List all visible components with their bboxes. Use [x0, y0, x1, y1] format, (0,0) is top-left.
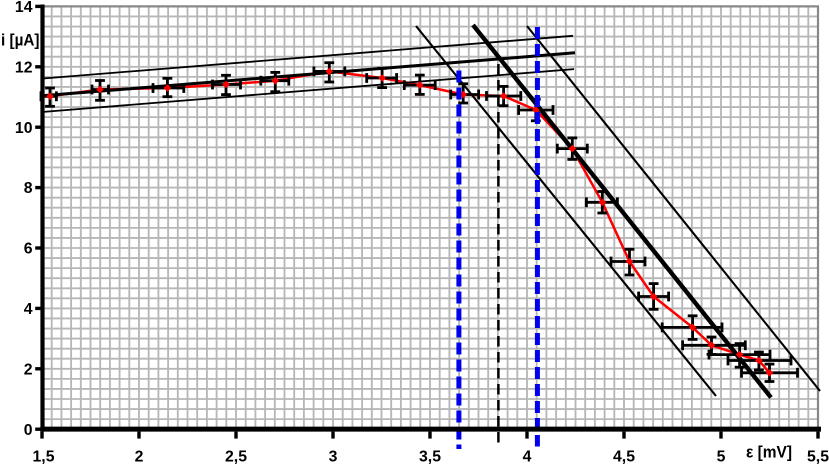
- svg-text:i [µA]: i [µA]: [1, 30, 40, 49]
- svg-text:4,5: 4,5: [613, 449, 635, 466]
- svg-text:5,5: 5,5: [807, 449, 829, 466]
- svg-text:14: 14: [15, 0, 33, 16]
- svg-text:6: 6: [24, 241, 33, 258]
- svg-text:3: 3: [329, 449, 338, 466]
- svg-text:8: 8: [24, 180, 33, 197]
- svg-text:2: 2: [135, 449, 144, 466]
- svg-text:0: 0: [24, 422, 33, 439]
- svg-text:4: 4: [523, 449, 532, 466]
- svg-text:3,5: 3,5: [419, 449, 441, 466]
- svg-text:4: 4: [24, 301, 33, 318]
- svg-text:1,5: 1,5: [33, 449, 55, 466]
- svg-text:10: 10: [15, 120, 33, 137]
- svg-text:2,5: 2,5: [225, 449, 247, 466]
- svg-text:2: 2: [24, 361, 33, 378]
- svg-text:ε [mV]: ε [mV]: [746, 443, 792, 462]
- svg-text:5: 5: [717, 449, 726, 466]
- svg-text:12: 12: [15, 59, 33, 76]
